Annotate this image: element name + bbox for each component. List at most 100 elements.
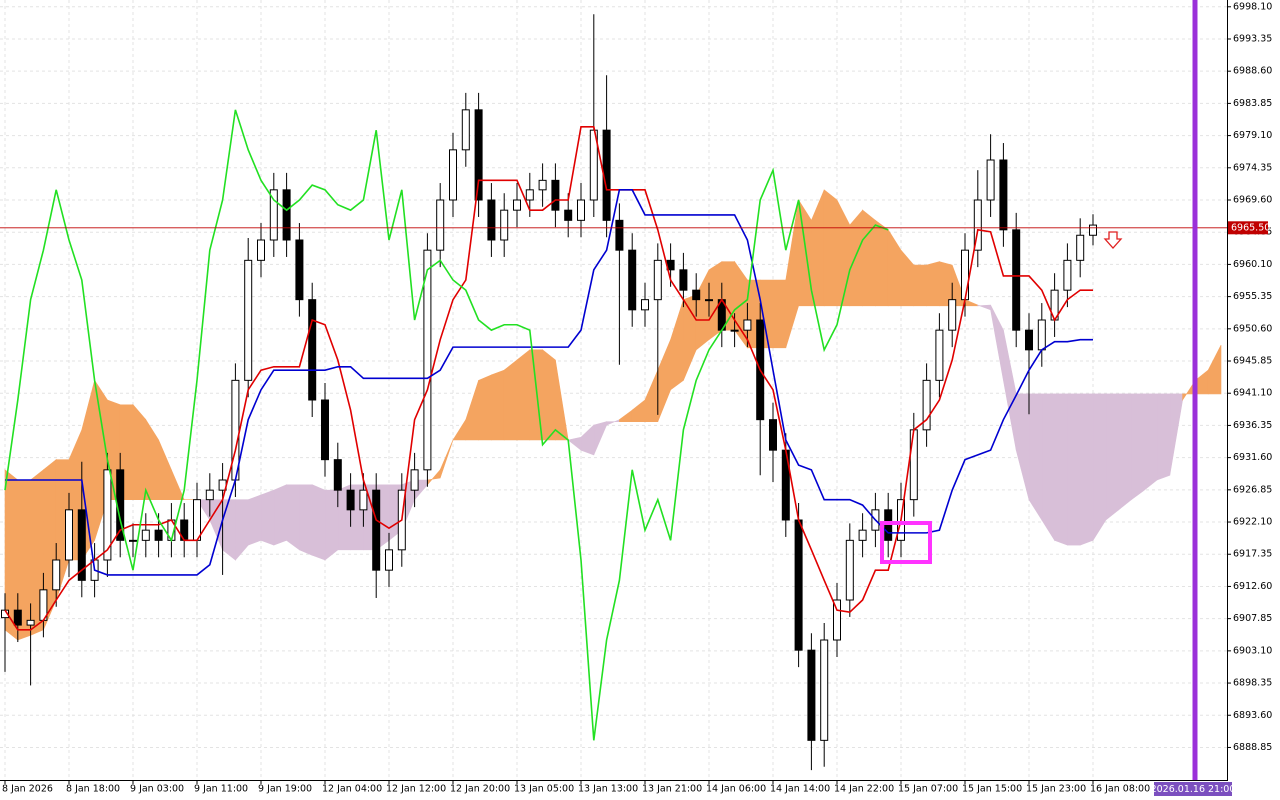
candle-body bbox=[1037, 319, 1046, 351]
candle-body bbox=[308, 299, 317, 401]
marker-label: 2026.01.16 21:00 bbox=[1151, 784, 1236, 795]
candle-body bbox=[333, 459, 342, 491]
y-tick-label: 6945.85 bbox=[1233, 356, 1272, 367]
y-tick-label: 6893.60 bbox=[1233, 710, 1272, 721]
candle-body bbox=[129, 539, 137, 542]
candle-body bbox=[244, 259, 253, 381]
cloud-segment bbox=[273, 484, 287, 546]
candle-body bbox=[743, 319, 752, 331]
candle-body bbox=[615, 219, 624, 251]
candle-body bbox=[653, 259, 662, 301]
x-tick-label: 12 Jan 04:00 bbox=[322, 784, 382, 795]
cloud-segment bbox=[772, 279, 787, 349]
cloud-segment bbox=[1143, 393, 1158, 491]
candle-body bbox=[973, 199, 982, 251]
cloud-segment bbox=[1156, 393, 1171, 481]
cloud-segment bbox=[1105, 393, 1119, 521]
x-tick-label: 13 Jan 13:00 bbox=[578, 784, 638, 795]
candle-body bbox=[564, 209, 573, 221]
cloud-segment bbox=[491, 369, 505, 441]
cloud-segment bbox=[516, 349, 531, 441]
y-tick-label: 6917.35 bbox=[1233, 549, 1272, 560]
cloud-segment bbox=[1041, 393, 1055, 542]
y-tick-label: 6912.60 bbox=[1233, 581, 1272, 592]
candle-body bbox=[205, 489, 214, 501]
candle-body bbox=[423, 249, 432, 471]
x-tick-label: 12 Jan 12:00 bbox=[386, 784, 446, 795]
cloud-segment bbox=[1079, 393, 1094, 546]
cloud-segment bbox=[1028, 393, 1043, 522]
cloud-segment bbox=[503, 359, 518, 441]
candle-body bbox=[346, 489, 355, 511]
indicator-line bbox=[5, 189, 1093, 576]
candle-body bbox=[986, 159, 995, 201]
cloud-segment bbox=[324, 489, 339, 561]
candle-body bbox=[154, 529, 163, 541]
candle-body bbox=[65, 509, 73, 561]
cloud-segment bbox=[299, 484, 313, 556]
candle-body bbox=[385, 549, 393, 571]
candle-body bbox=[52, 559, 61, 591]
x-tick-label: 8 Jan 2026 bbox=[2, 784, 53, 795]
y-tick-label: 6998.10 bbox=[1233, 1, 1272, 12]
candle-body bbox=[500, 209, 509, 241]
candle-body bbox=[730, 329, 739, 332]
candle-body bbox=[13, 609, 22, 626]
candle-body bbox=[26, 619, 35, 626]
y-tick-label: 6931.60 bbox=[1233, 452, 1272, 463]
candle-body bbox=[641, 299, 649, 311]
y-tick-label: 6950.60 bbox=[1233, 323, 1272, 334]
last-price-label-bg bbox=[1228, 221, 1268, 235]
y-tick-label: 6983.85 bbox=[1233, 98, 1272, 109]
cloud-segment bbox=[439, 439, 454, 479]
candle-body bbox=[513, 199, 521, 211]
x-tick-label: 15 Jan 15:00 bbox=[962, 784, 1022, 795]
cloud-segment bbox=[1207, 344, 1222, 395]
x-tick-label: 13 Jan 21:00 bbox=[642, 784, 702, 795]
y-tick-label: 6955.35 bbox=[1233, 291, 1272, 302]
cloud-segment bbox=[823, 189, 838, 307]
candle-body bbox=[961, 249, 969, 301]
candle-body bbox=[1063, 259, 1072, 291]
cloud-segment bbox=[849, 209, 863, 307]
y-tick-label: 6898.35 bbox=[1233, 678, 1272, 689]
candle-body bbox=[257, 239, 265, 261]
candle-body bbox=[449, 149, 457, 201]
y-tick-label: 6974.35 bbox=[1233, 162, 1272, 173]
candle-body bbox=[845, 539, 854, 601]
candle-body bbox=[474, 109, 483, 201]
marker-label-bg bbox=[1154, 782, 1232, 796]
last-price-label: 6965.50 bbox=[1231, 222, 1270, 233]
cloud-segment bbox=[247, 494, 262, 546]
candle-body bbox=[269, 189, 278, 241]
y-tick-label: 6903.10 bbox=[1233, 645, 1272, 656]
candle-body bbox=[820, 639, 829, 741]
cloud-segment bbox=[939, 261, 953, 307]
candle-body bbox=[1025, 329, 1033, 351]
candle-body bbox=[1076, 234, 1085, 261]
cloud-segment bbox=[171, 469, 185, 500]
y-tick-label: 6936.35 bbox=[1233, 420, 1272, 431]
cloud-segment bbox=[926, 261, 940, 307]
candle-body bbox=[103, 469, 112, 561]
candle-body bbox=[807, 649, 816, 741]
cloud-segment bbox=[862, 209, 876, 307]
candle-body bbox=[692, 289, 701, 301]
candle-body bbox=[525, 189, 534, 201]
candle-body bbox=[282, 189, 291, 241]
cloud-segment bbox=[913, 264, 927, 307]
candle-body bbox=[628, 249, 637, 311]
cloud-segment bbox=[542, 349, 556, 441]
sell-arrow bbox=[1103, 231, 1123, 249]
x-tick-label: 16 Jan 08:00 bbox=[1090, 784, 1150, 795]
candle-body bbox=[295, 239, 304, 301]
y-tick-label: 6988.60 bbox=[1233, 66, 1272, 77]
cloud-segment bbox=[555, 359, 569, 441]
x-tick-label: 9 Jan 19:00 bbox=[258, 784, 312, 795]
candle-body bbox=[359, 489, 368, 511]
candle-body bbox=[909, 429, 918, 501]
x-tick-label: 9 Jan 11:00 bbox=[194, 784, 248, 795]
y-tick-label: 6907.85 bbox=[1233, 613, 1272, 624]
x-tick-label: 13 Jan 05:00 bbox=[514, 784, 574, 795]
